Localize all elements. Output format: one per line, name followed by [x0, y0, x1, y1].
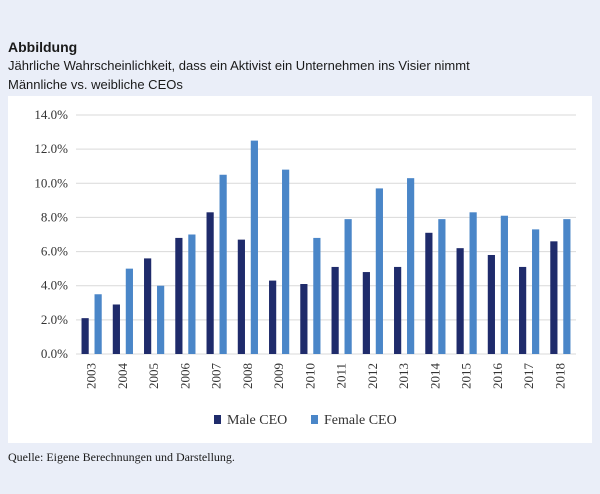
figure-header: Abbildung Jährliche Wahrscheinlichkeit, … — [8, 38, 592, 94]
bar-female-ceo — [344, 219, 352, 354]
bar-female-ceo — [563, 219, 571, 354]
bar-male-ceo — [394, 266, 402, 354]
x-tick-label: 2013 — [396, 363, 411, 389]
y-tick-label: 14.0% — [34, 107, 68, 122]
bar-female-ceo — [500, 215, 508, 354]
chart-panel: 0.0% 2.0% 4.0% 6.0% 8.0% 10.0% 12.0% 14.0% 2003… — [8, 96, 592, 443]
bar-female-ceo — [250, 140, 258, 354]
bar-male-ceo — [237, 239, 245, 354]
x-tick-label: 2009 — [271, 363, 286, 389]
bars — [81, 140, 571, 354]
source-note: Quelle: Eigene Berechnungen und Darstell… — [8, 450, 235, 464]
x-tick-label: 2011 — [334, 363, 349, 389]
legend-female-label: Female CEO — [324, 413, 397, 428]
bar-female-ceo — [407, 178, 415, 354]
bar-male-ceo — [519, 266, 527, 354]
y-tick-label: 0.0% — [41, 346, 68, 361]
bar-female-ceo — [532, 229, 540, 354]
bar-female-ceo — [125, 268, 133, 354]
x-tick-label: 2014 — [427, 363, 442, 390]
legend-male-label: Male CEO — [227, 413, 287, 428]
x-tick-label: 2008 — [240, 363, 255, 389]
bar-male-ceo — [112, 304, 120, 354]
bar-male-ceo — [206, 212, 214, 354]
bar-male-ceo — [487, 254, 495, 354]
figure-label: Abbildung — [8, 39, 78, 55]
bar-male-ceo — [144, 258, 152, 354]
x-tick-label: 2015 — [459, 363, 474, 389]
bar-female-ceo — [313, 237, 321, 354]
y-tick-label: 2.0% — [41, 312, 68, 327]
x-tick-label: 2017 — [521, 363, 536, 390]
figure-subtitle: Männliche vs. weibliche CEOs — [8, 77, 183, 92]
bar-male-ceo — [81, 318, 89, 354]
bar-female-ceo — [94, 294, 102, 354]
bar-female-ceo — [438, 219, 446, 354]
y-tick-label: 6.0% — [41, 244, 68, 259]
bar-female-ceo — [157, 285, 165, 354]
y-tick-label: 4.0% — [41, 278, 68, 293]
legend-male-swatch — [214, 415, 221, 424]
y-tick-label: 10.0% — [34, 175, 68, 190]
bar-male-ceo — [175, 237, 183, 354]
x-tick-label: 2018 — [552, 363, 567, 389]
x-tick-label: 2006 — [177, 363, 192, 390]
legend: Male CEO Female CEO — [214, 413, 397, 428]
x-tick-label: 2016 — [490, 363, 505, 390]
bar-male-ceo — [331, 266, 339, 354]
figure-title: Jährliche Wahrscheinlichkeit, dass ein A… — [8, 58, 470, 73]
bar-chart: 0.0% 2.0% 4.0% 6.0% 8.0% 10.0% 12.0% 14.0% 2003… — [34, 107, 576, 428]
x-tick-label: 2007 — [209, 363, 224, 390]
y-tick-label: 8.0% — [41, 209, 68, 224]
bar-female-ceo — [219, 174, 227, 354]
y-tick-label: 12.0% — [34, 141, 68, 156]
bar-male-ceo — [362, 272, 370, 354]
legend-female-swatch — [311, 415, 318, 424]
bar-male-ceo — [456, 248, 464, 354]
bar-male-ceo — [550, 241, 558, 354]
bar-female-ceo — [469, 212, 477, 354]
bar-female-ceo — [375, 188, 383, 354]
bar-male-ceo — [425, 232, 433, 354]
x-tick-label: 2004 — [115, 363, 130, 390]
x-tick-label: 2010 — [302, 363, 317, 389]
x-tick-label: 2012 — [365, 363, 380, 389]
bar-female-ceo — [188, 234, 196, 354]
y-axis-tick-labels: 0.0% 2.0% 4.0% 6.0% 8.0% 10.0% 12.0% 14.0% — [34, 107, 68, 361]
bar-female-ceo — [282, 169, 290, 354]
bar-male-ceo — [300, 284, 308, 354]
bar-male-ceo — [269, 280, 277, 354]
x-axis-tick-labels: 2003 2004 2005 2006 2007 2008 2009 2010 2011 2012… — [84, 363, 568, 390]
x-tick-label: 2003 — [84, 363, 99, 389]
x-tick-label: 2005 — [146, 363, 161, 389]
